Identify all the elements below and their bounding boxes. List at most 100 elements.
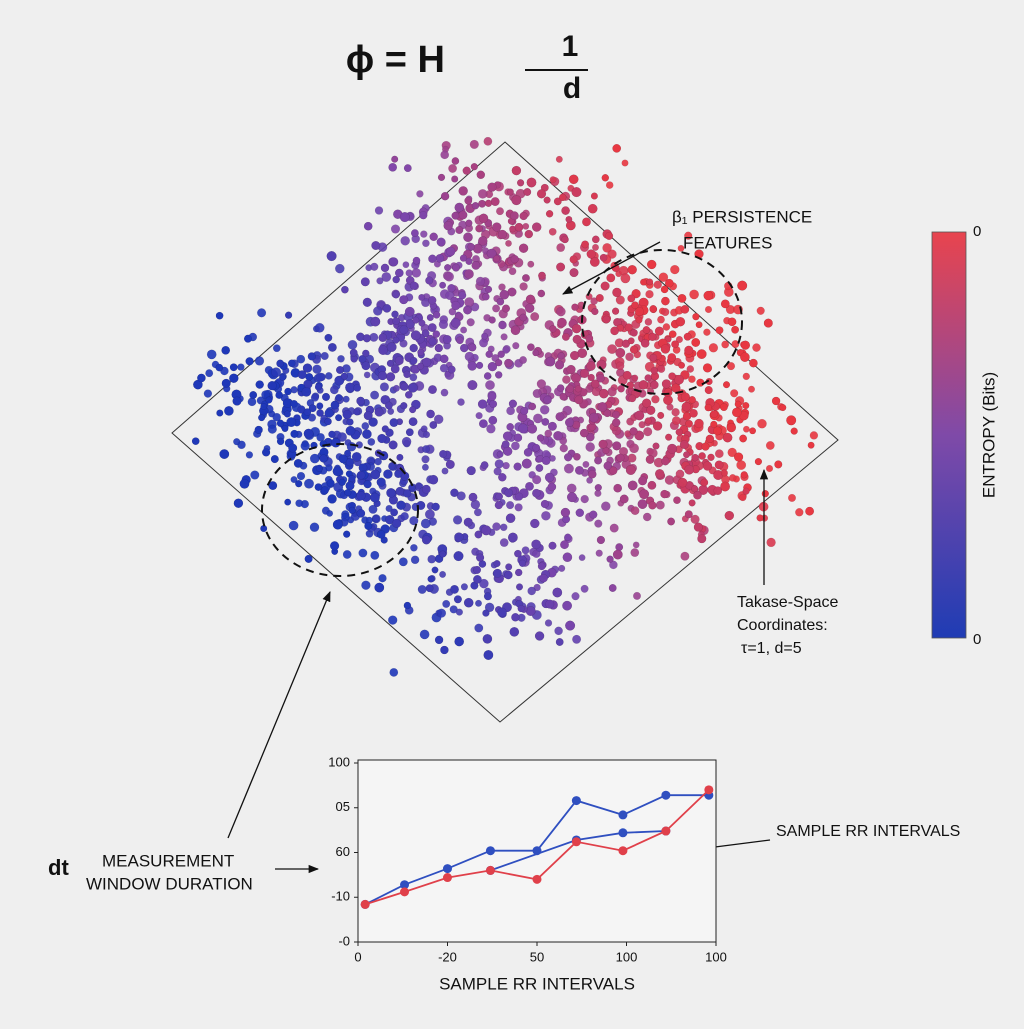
cloud-point xyxy=(327,494,337,504)
cloud-point xyxy=(630,548,640,558)
cloud-point xyxy=(505,500,515,510)
cloud-point xyxy=(731,325,740,334)
cloud-point xyxy=(439,449,448,459)
cloud-point xyxy=(779,404,787,412)
cloud-point xyxy=(617,385,625,393)
cloud-point xyxy=(363,480,372,489)
cloud-point xyxy=(503,570,513,580)
cloud-point xyxy=(206,349,217,360)
cloud-point xyxy=(421,463,429,471)
cloud-point xyxy=(703,290,714,301)
cloud-point xyxy=(348,506,356,515)
cloud-point xyxy=(519,282,528,291)
cloud-point xyxy=(464,269,474,279)
cloud-point xyxy=(330,400,340,410)
cloud-point xyxy=(370,550,380,560)
cloud-point xyxy=(644,318,653,326)
cloud-point xyxy=(610,326,619,336)
cloud-point xyxy=(715,326,724,335)
cloud-point xyxy=(541,510,551,521)
cloud-point xyxy=(488,316,496,324)
cloud-point xyxy=(528,402,537,411)
cloud-point xyxy=(675,335,684,344)
cloud-point xyxy=(704,305,713,314)
cloud-point xyxy=(694,418,704,429)
cloud-point xyxy=(363,371,371,379)
cloud-point xyxy=(514,568,523,577)
cloud-point xyxy=(286,417,297,428)
cloud-point xyxy=(409,516,419,526)
cloud-point xyxy=(388,440,398,450)
cloud-point xyxy=(451,175,459,183)
cloud-point xyxy=(400,511,409,521)
cloud-point xyxy=(572,634,582,644)
cloud-point xyxy=(658,272,669,283)
cloud-point xyxy=(475,224,483,233)
cloud-point xyxy=(284,498,292,506)
cloud-point xyxy=(439,281,447,289)
cloud-point xyxy=(594,483,602,492)
cloud-point xyxy=(300,441,310,451)
cloud-point xyxy=(247,397,257,407)
cloud-point xyxy=(464,351,475,362)
cloud-point xyxy=(416,362,425,370)
cloud-point xyxy=(324,417,332,426)
cloud-point xyxy=(301,387,312,397)
beta-label: FEATURES xyxy=(683,233,772,252)
cloud-point xyxy=(471,260,481,270)
cloud-point xyxy=(590,379,600,389)
cloud-point xyxy=(451,300,461,311)
cloud-point xyxy=(386,488,396,498)
cloud-point xyxy=(326,251,337,262)
cloud-point xyxy=(488,415,498,425)
cloud-point xyxy=(525,606,536,617)
cloud-point xyxy=(515,583,524,591)
cloud-point xyxy=(460,326,468,334)
cloud-point xyxy=(506,406,516,416)
cloud-point xyxy=(335,365,345,375)
cloud-point xyxy=(481,525,492,536)
y-tick-label: -0 xyxy=(338,933,350,948)
cloud-point xyxy=(595,293,604,303)
cloud-point xyxy=(749,427,757,435)
cloud-point xyxy=(686,365,695,373)
cloud-point xyxy=(587,373,595,382)
cloud-point xyxy=(485,380,495,391)
formula-numerator: 1 xyxy=(562,30,579,63)
cloud-point xyxy=(295,499,304,508)
series-point xyxy=(485,865,495,875)
cloud-point xyxy=(490,197,500,207)
cloud-point xyxy=(512,342,520,350)
cloud-point xyxy=(418,319,426,327)
cloud-point xyxy=(281,425,289,433)
cloud-point xyxy=(675,469,685,479)
cloud-point xyxy=(519,356,528,364)
cloud-point xyxy=(505,513,516,524)
cloud-point xyxy=(408,417,418,427)
cloud-point xyxy=(596,535,606,545)
cloud-point xyxy=(401,436,412,447)
cloud-point xyxy=(557,317,567,328)
x-tick-label: 0 xyxy=(354,949,361,964)
cloud-point xyxy=(574,465,584,475)
cloud-point xyxy=(536,379,547,389)
cloud-point xyxy=(485,350,493,359)
cloud-point xyxy=(519,313,528,322)
cloud-point xyxy=(627,453,637,463)
cloud-point xyxy=(425,584,434,593)
cloud-point xyxy=(330,437,341,448)
cloud-point xyxy=(661,379,672,389)
cloud-point xyxy=(509,627,520,637)
cloud-point xyxy=(634,307,645,317)
cloud-point xyxy=(644,417,652,425)
cloud-point xyxy=(609,466,618,475)
cloud-point xyxy=(412,256,421,265)
cloud-point xyxy=(733,452,744,462)
cloud-point xyxy=(386,359,395,368)
cloud-point xyxy=(645,289,654,299)
cloud-point xyxy=(203,389,213,398)
cloud-point xyxy=(703,328,711,336)
cloud-point xyxy=(661,307,670,317)
cloud-point xyxy=(296,354,306,364)
cloud-point xyxy=(391,310,399,319)
